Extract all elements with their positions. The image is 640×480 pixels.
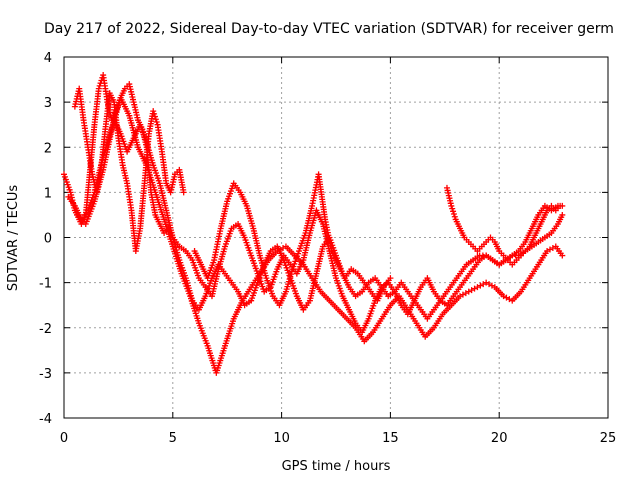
y-tick-label: -4 [39, 412, 52, 427]
y-tick-label: 0 [44, 232, 52, 247]
data-point [95, 85, 102, 92]
data-point [150, 108, 157, 115]
y-tick-label: 3 [44, 96, 52, 111]
x-tick-label: 25 [600, 431, 617, 446]
data-point [180, 189, 187, 196]
y-tick-label: 1 [44, 186, 52, 201]
grid-lines [64, 57, 608, 418]
data-point-fill [451, 213, 458, 220]
data-point [559, 211, 566, 218]
data-point-fill [153, 118, 160, 125]
data-point-fill [450, 208, 457, 215]
data-point-fill [449, 205, 456, 212]
data-point [557, 202, 564, 209]
x-tick-label: 0 [60, 431, 68, 446]
data-point [387, 275, 394, 282]
y-tick-label: 4 [44, 51, 52, 66]
x-tick-label: 10 [273, 431, 290, 446]
data-point [559, 252, 566, 259]
data-point [448, 202, 455, 209]
y-axis-label: SDTVAR / TECUs [6, 185, 21, 292]
tick-labels: 0 5 10 15 20 25 -4 -3 -2 -1 0 1 2 3 4 [39, 51, 616, 446]
y-tick-label: -2 [39, 322, 52, 337]
y-tick-label: 2 [44, 141, 52, 156]
x-tick-label: 20 [491, 431, 508, 446]
data-point-fill [96, 82, 103, 89]
x-axis-label: GPS time / hours [282, 459, 391, 474]
y-tick-label: -1 [39, 277, 52, 292]
data-points [61, 72, 566, 376]
data-point-fill [151, 113, 158, 120]
data-point-fill [450, 211, 457, 218]
chart-title: Day 217 of 2022, Sidereal Day-to-day VTE… [44, 21, 614, 37]
axis-ticks [63, 56, 609, 419]
data-point-fill [151, 110, 158, 117]
x-tick-label: 5 [169, 431, 177, 446]
y-tick-label: -3 [39, 367, 52, 382]
x-tick-label: 15 [382, 431, 399, 446]
data-point-fill [152, 116, 159, 123]
